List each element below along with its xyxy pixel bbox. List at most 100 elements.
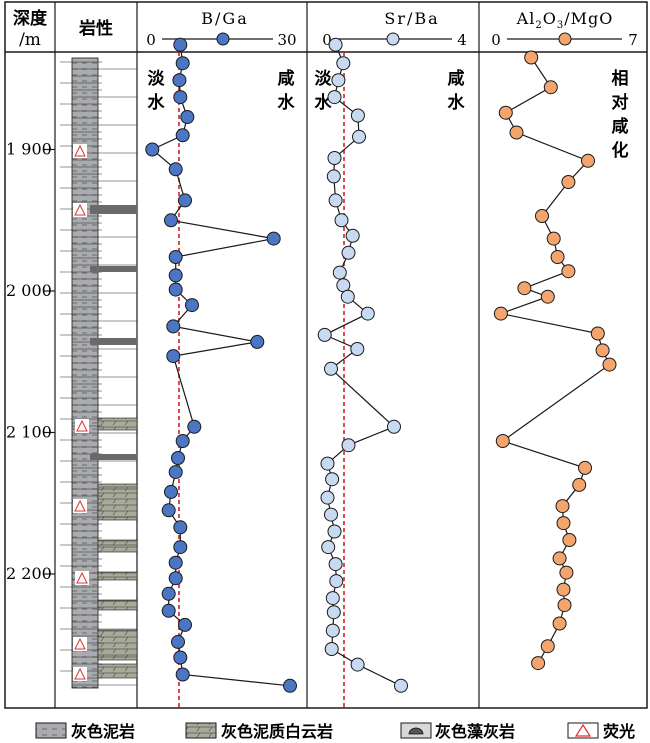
dolomite-band (97, 539, 138, 553)
data-point (175, 56, 190, 71)
al-axis-max: 7 (628, 31, 638, 49)
data-point (178, 193, 192, 208)
al-title: Al2O3/MgO (516, 9, 614, 31)
data-point (394, 678, 408, 693)
data-point (561, 175, 576, 189)
depth-axis: 1 900 2 000 2 100 2 200 (6, 140, 55, 583)
data-point (168, 282, 183, 297)
svg-text:相: 相 (612, 68, 629, 89)
data-point (328, 193, 343, 208)
data-point (173, 37, 188, 52)
data-point (590, 326, 605, 341)
legend-algal-label: 灰色藻灰岩 (435, 722, 515, 741)
lithology-column (60, 57, 138, 689)
data-point (350, 108, 365, 123)
depth-tick-label: 1 900 (6, 140, 52, 159)
data-point (326, 605, 341, 620)
data-point (171, 451, 185, 465)
data-point (557, 598, 572, 613)
svg-text:咸: 咸 (612, 116, 629, 137)
depth-tick-label: 2 000 (6, 281, 52, 300)
frame (4, 1, 648, 709)
depth-tick-label: 2 200 (6, 564, 52, 583)
data-point (168, 555, 183, 570)
data-point (329, 574, 344, 589)
data-point (175, 667, 190, 682)
data-point (498, 105, 513, 120)
data-point (517, 281, 532, 296)
svg-text:咸: 咸 (448, 68, 465, 89)
legend-fluorescence-label: 荧光 (603, 722, 635, 741)
data-point (562, 533, 577, 547)
data-point (543, 80, 558, 95)
data-point (324, 507, 338, 522)
data-point (321, 540, 336, 555)
data-point (324, 642, 339, 656)
data-point (540, 639, 555, 654)
data-point (602, 357, 617, 372)
data-point (178, 617, 192, 632)
data-point (327, 524, 342, 539)
data-point (168, 162, 183, 177)
svg-text:淡: 淡 (148, 69, 166, 89)
data-point (266, 231, 281, 246)
bga-fresh-label: 淡 水 (148, 69, 166, 113)
data-point (171, 634, 185, 649)
data-point (345, 228, 360, 243)
fluorescence-marker (75, 419, 89, 433)
fluorescence-marker (73, 667, 87, 681)
svg-text:咸: 咸 (278, 68, 295, 89)
data-point (531, 656, 546, 671)
data-point (341, 245, 356, 260)
data-point (360, 306, 375, 321)
data-point (325, 623, 340, 638)
data-point (161, 603, 176, 618)
data-point (173, 90, 188, 105)
srba-fresh-label: 淡 水 (315, 69, 333, 113)
dolomite-band (97, 599, 138, 611)
bga-axis-min: 0 (146, 31, 156, 49)
data-point (173, 650, 188, 665)
data-point (320, 490, 335, 505)
data-point (561, 264, 576, 279)
data-point (166, 319, 181, 334)
data-point (325, 591, 340, 606)
fluorescence-marker (73, 203, 87, 217)
data-point (327, 90, 342, 105)
dolomite-band (97, 629, 138, 661)
depth-header: 深度 (13, 8, 48, 29)
data-point (168, 571, 183, 586)
data-point (164, 484, 178, 499)
srba-header-marker (386, 32, 400, 46)
dolomite-band (97, 571, 138, 581)
svg-text:对: 对 (612, 92, 629, 113)
legend: 灰色泥岩 灰色泥质白云岩 灰色藻灰岩 荧光 (35, 722, 635, 741)
data-point (340, 289, 355, 304)
data-point (320, 456, 335, 471)
svg-text:化: 化 (612, 140, 629, 161)
data-point (328, 557, 343, 572)
data-point (173, 540, 188, 555)
data-point (172, 73, 187, 88)
data-point (145, 142, 160, 157)
fluorescence-marker (73, 499, 87, 513)
bga-header-marker (216, 32, 230, 46)
data-point (175, 128, 190, 143)
data-point (493, 306, 508, 321)
series-line (498, 57, 611, 664)
data-point (173, 520, 188, 535)
data-point (175, 434, 190, 448)
data-point (350, 342, 365, 356)
data-point (325, 472, 340, 487)
dark-interbed (90, 454, 137, 460)
legend-fluorescence-icon (574, 723, 592, 737)
data-point (317, 327, 332, 342)
data-point (595, 343, 610, 358)
data-point (168, 250, 183, 264)
data-point (168, 465, 183, 480)
data-point (334, 213, 349, 228)
svg-text:水: 水 (448, 92, 466, 113)
lithology-header: 岩性 (78, 18, 113, 39)
data-point (180, 110, 195, 124)
